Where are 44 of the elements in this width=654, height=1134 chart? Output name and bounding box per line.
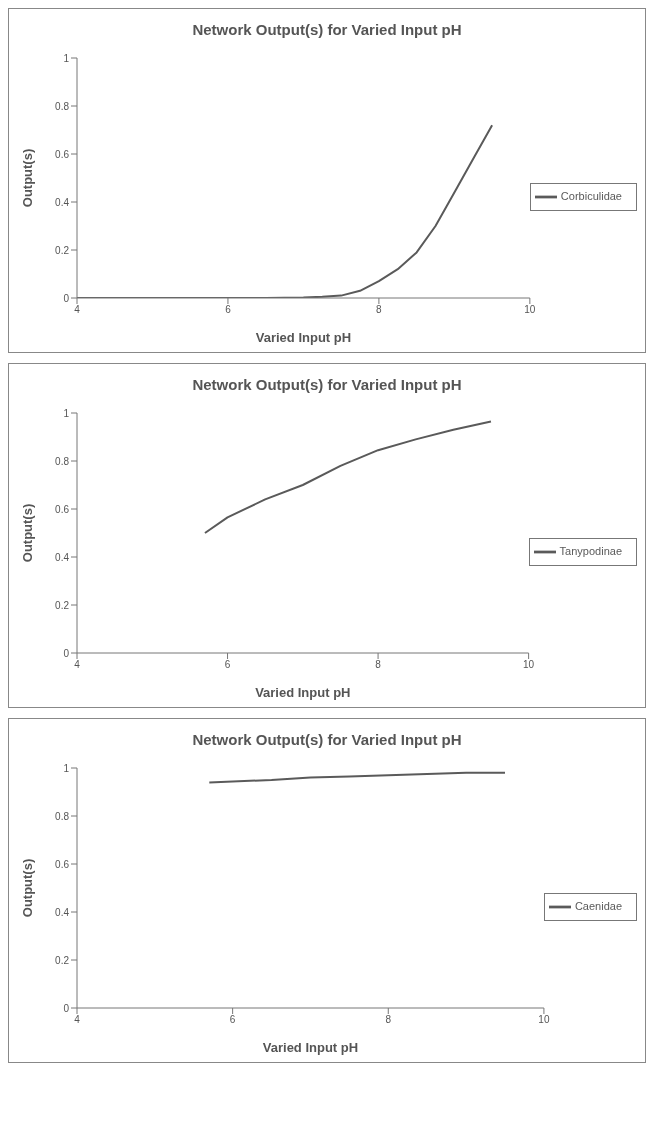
y-tick-label: 0	[63, 292, 70, 304]
line-series	[203, 420, 492, 534]
x-tick-label: 10	[523, 659, 535, 671]
legend-label: Caenidae	[574, 899, 622, 912]
y-tick-label: 0.4	[55, 906, 70, 918]
y-axis-title: Output(s)	[19, 503, 35, 563]
y-tick-label: 0.2	[55, 244, 70, 256]
y-tick-label: 1	[63, 407, 70, 419]
x-axis-title: Varied Input pH	[255, 330, 352, 345]
x-tick-label: 8	[376, 304, 383, 316]
chart-title: Network Output(s) for Varied Input pH	[191, 20, 463, 40]
y-axis-title: Output(s)	[19, 148, 35, 208]
x-tick-label: 6	[229, 1014, 236, 1026]
y-tick-label: 1	[63, 762, 70, 774]
y-tick-label: 0.4	[55, 196, 70, 208]
y-tick-label: 1	[63, 52, 70, 64]
y-tick-label: 0	[63, 647, 70, 659]
y-tick-label: 0.8	[55, 810, 70, 822]
y-tick-label: 0.4	[55, 551, 70, 563]
legend-label: Corbiculidae	[560, 189, 622, 202]
y-tick-label: 0.2	[55, 954, 70, 966]
x-tick-label: 4	[74, 659, 81, 671]
y-tick-label: 0.8	[55, 100, 70, 112]
x-axis-title: Varied Input pH	[255, 685, 351, 700]
x-tick-label: 8	[385, 1014, 392, 1026]
x-tick-label: 4	[74, 1014, 81, 1026]
x-tick-label: 6	[225, 304, 232, 316]
x-tick-label: 8	[375, 659, 382, 671]
x-tick-label: 10	[524, 304, 536, 316]
y-axis-title: Output(s)	[19, 858, 35, 918]
x-tick-label: 10	[538, 1014, 550, 1026]
x-tick-label: 6	[224, 659, 231, 671]
y-tick-label: 0.2	[55, 599, 70, 611]
x-tick-label: 4	[74, 304, 81, 316]
chart-title: Network Output(s) for Varied Input pH	[191, 730, 463, 750]
chart-title: Network Output(s) for Varied Input pH	[191, 375, 463, 395]
y-tick-label: 0.8	[55, 455, 70, 467]
legend-label: Tanypodinae	[559, 544, 622, 557]
y-tick-label: 0.6	[55, 148, 70, 160]
y-tick-label: 0.6	[55, 503, 70, 515]
line-series	[208, 771, 506, 784]
x-axis-title: Varied Input pH	[262, 1040, 359, 1055]
y-tick-label: 0	[63, 1002, 70, 1014]
y-tick-label: 0.6	[55, 858, 70, 870]
